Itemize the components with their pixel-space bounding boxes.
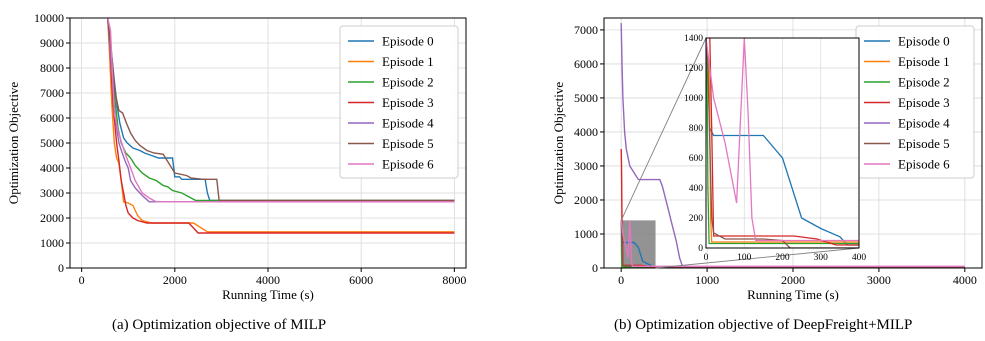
x-tick-label: 0 xyxy=(79,273,85,287)
y-tick-label: 8000 xyxy=(40,61,64,75)
y-axis-label: Optimization Objective xyxy=(551,82,566,205)
legend-label-episode-1: Episode 1 xyxy=(898,54,950,69)
legend-label-episode-5: Episode 5 xyxy=(382,136,434,151)
inset-frame xyxy=(705,37,860,249)
inset-x-tick-label: 400 xyxy=(852,253,867,263)
x-tick-label: 4000 xyxy=(953,273,977,287)
legend: Episode 0 Episode 1 Episode 2 Episode 3 Epis… xyxy=(339,25,459,179)
legend-label-episode-1: Episode 1 xyxy=(382,54,434,69)
legend-label-episode-6: Episode 6 xyxy=(382,157,434,172)
y-tick-label: 4000 xyxy=(574,125,598,139)
series-line-episode-1 xyxy=(107,18,455,233)
y-tick-label: 0 xyxy=(592,261,598,275)
legend-label-episode-4: Episode 4 xyxy=(898,116,950,131)
legend-label-episode-2: Episode 2 xyxy=(382,75,434,90)
x-tick-label: 1000 xyxy=(695,273,719,287)
inset-y-tick-label: 1000 xyxy=(684,94,703,104)
legend-label-episode-3: Episode 3 xyxy=(382,95,434,110)
caption-a: (a) Optimization objective of MILP xyxy=(112,317,327,333)
legend-box xyxy=(339,25,459,179)
legend: Episode 0 Episode 1 Episode 2 Episode 3 Epis… xyxy=(855,25,975,179)
series-line-episode-6 xyxy=(107,18,455,203)
inset-series-line-episode-1 xyxy=(706,38,859,243)
legend-label-episode-3: Episode 3 xyxy=(898,95,950,110)
chart-a: 0 2000 4000 6000 8000 0 1000 2000 3000 4000 5000 60… xyxy=(6,11,467,302)
x-tick-label: 4000 xyxy=(256,273,280,287)
legend-label-episode-0: Episode 0 xyxy=(382,34,434,49)
y-tick-label: 6000 xyxy=(40,111,64,125)
series-line-episode-4 xyxy=(620,23,965,268)
x-axis-label: Running Time (s) xyxy=(222,287,314,302)
inset-y-tick-label: 400 xyxy=(689,184,704,194)
series-line-episode-5 xyxy=(107,18,455,202)
series-line-episode-6 xyxy=(620,220,965,267)
legend-label-episode-5: Episode 5 xyxy=(898,136,950,151)
inset-y-tick-label: 600 xyxy=(689,154,704,164)
x-tick-label: 6000 xyxy=(349,273,373,287)
y-tick-label: 1000 xyxy=(40,236,64,250)
y-tick-label: 2000 xyxy=(40,211,64,225)
y-tick-label: 4000 xyxy=(40,161,64,175)
legend-label-episode-0: Episode 0 xyxy=(898,34,950,49)
y-tick-label: 7000 xyxy=(574,23,598,37)
x-tick-label: 2000 xyxy=(781,273,805,287)
inset-series-line-episode-6 xyxy=(706,38,859,242)
x-tick-label: 0 xyxy=(618,273,624,287)
y-tick-label: 2000 xyxy=(574,193,598,207)
inset-x-tick-label: 300 xyxy=(814,253,829,263)
y-tick-label: 10000 xyxy=(34,11,64,25)
zoom-connector xyxy=(655,247,860,269)
series-line-episode-2 xyxy=(107,18,455,202)
x-tick-label: 2000 xyxy=(163,273,187,287)
chart-b: 0 1000 2000 3000 400001000200030004000500060… xyxy=(551,17,983,302)
y-tick-label: 5000 xyxy=(574,91,598,105)
legend-label-episode-6: Episode 6 xyxy=(898,157,950,172)
inset-y-tick-label: 800 xyxy=(689,124,704,134)
inset-series-line-episode-2 xyxy=(706,38,859,245)
caption-b: (b) Optimization objective of DeepFreigh… xyxy=(614,317,913,333)
y-tick-label: 3000 xyxy=(574,159,598,173)
y-tick-label: 0 xyxy=(58,261,64,275)
zoom-connector xyxy=(620,37,707,221)
x-axis-label: Running Time (s) xyxy=(747,287,839,302)
y-tick-label: 1000 xyxy=(574,227,598,241)
zoom-region-box xyxy=(621,220,656,268)
inset-x-tick-label: 100 xyxy=(737,253,752,263)
x-tick-label: 3000 xyxy=(867,273,891,287)
inset-x-tick-label: 0 xyxy=(704,253,709,263)
y-tick-label: 3000 xyxy=(40,186,64,200)
y-tick-label: 6000 xyxy=(574,57,598,71)
x-tick-label: 8000 xyxy=(442,273,466,287)
y-axis-label: Optimization Objective xyxy=(6,82,21,205)
legend-label-episode-2: Episode 2 xyxy=(898,75,950,90)
inset-series-line-episode-5 xyxy=(706,38,859,248)
inset-y-tick-label: 1400 xyxy=(684,34,703,44)
y-tick-label: 5000 xyxy=(40,136,64,150)
inset-y-tick-label: 200 xyxy=(689,214,704,224)
inset-y-tick-label: 1200 xyxy=(684,64,703,74)
inset-x-tick-label: 200 xyxy=(775,253,790,263)
legend-label-episode-4: Episode 4 xyxy=(382,116,434,131)
series-line-episode-3 xyxy=(107,18,455,234)
y-tick-label: 9000 xyxy=(40,36,64,50)
inset-y-tick-label: 0 xyxy=(698,244,703,254)
inset-plot: 0 100 200 300 400 0 200 400 600 800 1000 1200 1400 xyxy=(684,34,867,263)
y-tick-label: 7000 xyxy=(40,86,64,100)
